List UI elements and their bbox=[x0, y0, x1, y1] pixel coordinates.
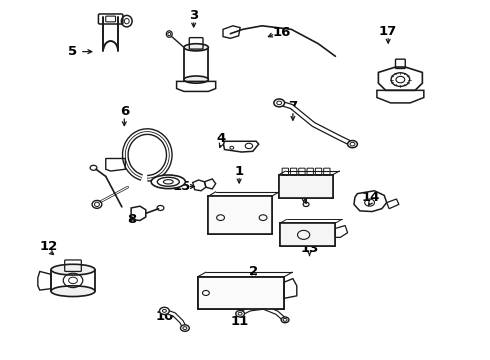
Ellipse shape bbox=[157, 177, 179, 186]
Ellipse shape bbox=[184, 44, 208, 51]
Polygon shape bbox=[279, 175, 333, 198]
Text: 2: 2 bbox=[249, 265, 258, 278]
Text: 12: 12 bbox=[40, 240, 58, 253]
Text: 6: 6 bbox=[120, 105, 129, 118]
Text: 14: 14 bbox=[362, 191, 380, 204]
Text: 17: 17 bbox=[379, 25, 397, 38]
Ellipse shape bbox=[347, 140, 357, 148]
Text: 8: 8 bbox=[127, 213, 136, 226]
Text: 9: 9 bbox=[299, 187, 308, 200]
Ellipse shape bbox=[51, 264, 95, 275]
Polygon shape bbox=[197, 277, 284, 309]
Ellipse shape bbox=[151, 175, 185, 189]
Text: 11: 11 bbox=[231, 315, 249, 328]
Ellipse shape bbox=[236, 311, 245, 317]
Text: 5: 5 bbox=[69, 45, 77, 58]
Ellipse shape bbox=[51, 286, 95, 297]
Polygon shape bbox=[208, 196, 272, 234]
Text: 15: 15 bbox=[172, 180, 191, 193]
Text: 13: 13 bbox=[300, 242, 318, 255]
Ellipse shape bbox=[184, 76, 208, 83]
Text: 1: 1 bbox=[235, 165, 244, 177]
Ellipse shape bbox=[281, 317, 289, 323]
Text: 16: 16 bbox=[272, 26, 291, 39]
Polygon shape bbox=[280, 223, 335, 246]
Text: 10: 10 bbox=[155, 310, 173, 323]
Ellipse shape bbox=[274, 99, 285, 107]
Ellipse shape bbox=[159, 307, 169, 315]
Text: 4: 4 bbox=[217, 132, 226, 145]
Ellipse shape bbox=[180, 325, 189, 331]
Text: 7: 7 bbox=[288, 100, 297, 113]
Text: 3: 3 bbox=[189, 9, 198, 22]
